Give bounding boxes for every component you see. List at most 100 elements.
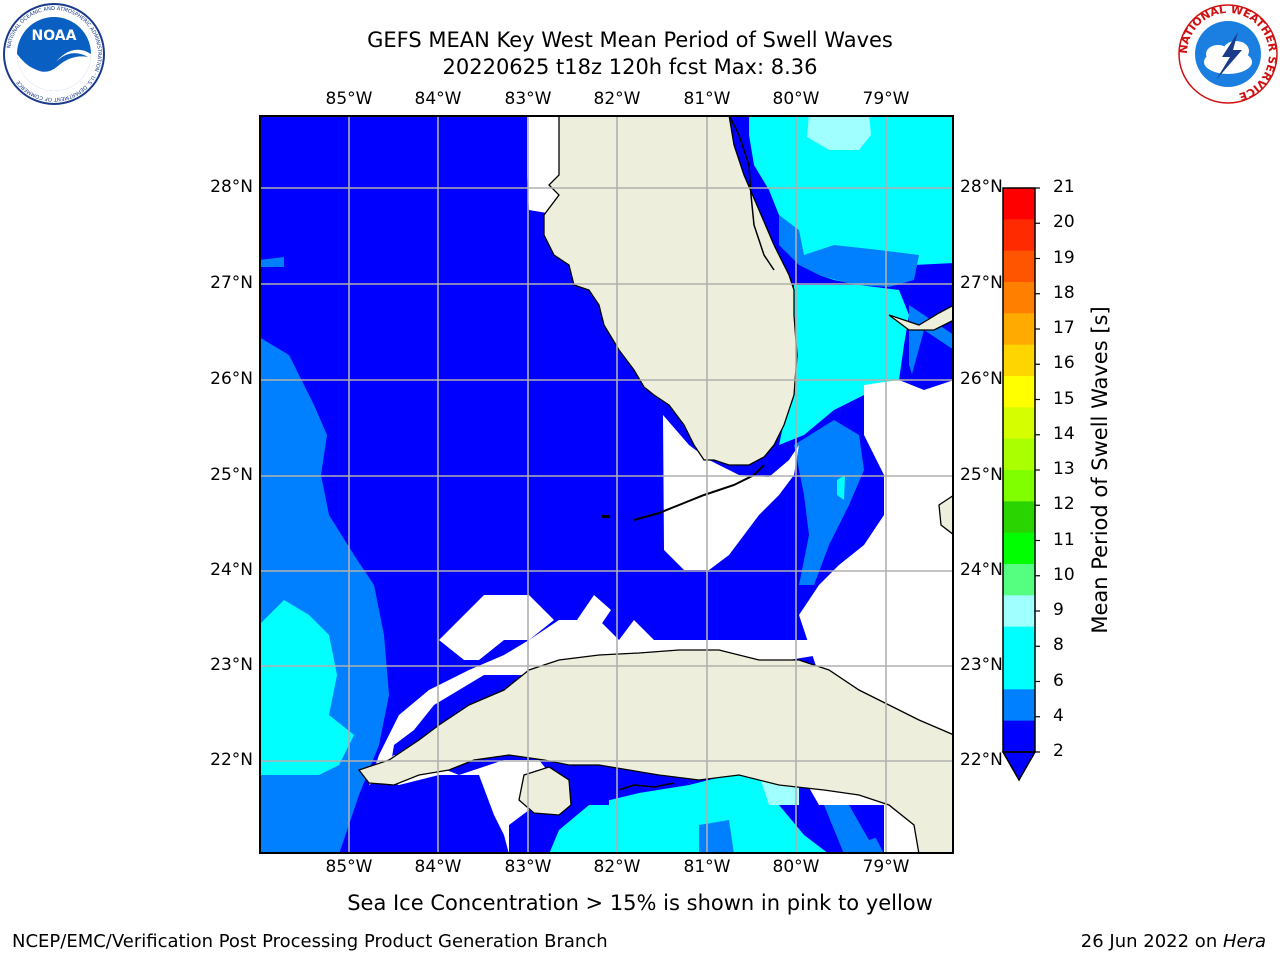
colorbar-tick-label: 12 (1053, 494, 1075, 515)
colorbar-cell (1003, 595, 1035, 628)
nodata-gulf-west-coast (527, 115, 559, 215)
period-6-8-spot (837, 475, 845, 500)
lat-label-left: 22°N (210, 750, 253, 770)
colorbar-title: Mean Period of Swell Waves [s] (1088, 306, 1112, 634)
lat-label-right: 22°N (960, 750, 1003, 770)
lat-label-left: 27°N (210, 273, 253, 293)
period-2-4-south-east (849, 805, 884, 840)
colorbar-tick-label: 2 (1053, 741, 1064, 761)
lat-label-left: 25°N (210, 465, 253, 485)
lat-label-right: 28°N (960, 177, 1003, 197)
lat-label-left: 28°N (210, 177, 253, 197)
period-4-6-south-east (824, 805, 884, 854)
chart-subtitle: 20220625 t18z 120h fcst Max: 8.36 (442, 55, 818, 79)
florida-land (543, 115, 798, 466)
colorbar-tick-label: 14 (1053, 423, 1075, 444)
lon-label-top: 79°W (862, 89, 910, 109)
colorbar-tick-label: 18 (1053, 282, 1075, 303)
andros-land (938, 494, 954, 536)
colorbar-cell (1003, 313, 1035, 346)
lat-label-left: 24°N (210, 560, 253, 580)
lon-label-bottom: 83°W (504, 857, 552, 877)
lat-label-right: 26°N (960, 369, 1003, 389)
lat-label-right: 25°N (960, 465, 1003, 485)
grand-bahama-land (888, 304, 954, 331)
lat-label-left: 26°N (210, 369, 253, 389)
colorbar-cell (1003, 689, 1035, 722)
period-6-8-area-mid (779, 285, 909, 445)
colorbar-cell (1003, 501, 1035, 534)
lon-label-bottom: 80°W (772, 857, 820, 877)
nodata-cuba-south (369, 755, 569, 854)
footer-host: Hera (1222, 931, 1266, 952)
colorbar-tick-label: 6 (1053, 670, 1064, 691)
nodata-cuba-north (369, 620, 819, 785)
cuba-land (357, 649, 954, 854)
colorbar-cell (1003, 532, 1035, 565)
lat-label-right: 27°N (960, 273, 1003, 293)
cays-line (618, 782, 675, 791)
lon-label-bottom: 85°W (325, 857, 373, 877)
florida-east-coast-line (728, 115, 775, 271)
lon-label-bottom: 79°W (862, 857, 910, 877)
period-4-6-east (779, 215, 919, 287)
colorbar-tick-label: 13 (1053, 459, 1075, 479)
period-8-9-area (807, 115, 871, 150)
map-grid (259, 115, 954, 854)
colorbar-cells (1003, 187, 1040, 753)
colorbar-cell (1003, 720, 1035, 753)
lon-label-top: 82°W (593, 89, 641, 109)
isla-juventud-land (518, 766, 572, 816)
colorbar-cell (1003, 470, 1035, 502)
map-frame (259, 115, 954, 854)
florida-keys-line (633, 464, 765, 521)
colorbar-tick-label: 4 (1053, 705, 1064, 726)
colorbar-tick-label: 9 (1053, 600, 1064, 620)
colorbar-frame (1002, 187, 1036, 753)
colorbar-tick-label: 17 (1053, 318, 1075, 338)
lat-label-right: 24°N (960, 560, 1003, 580)
lon-label-top: 84°W (414, 89, 462, 109)
chart-title: GEFS MEAN Key West Mean Period of Swell … (367, 28, 893, 52)
nws-logo-icon: NATIONAL WEATHER SERVICE (1177, 3, 1279, 104)
dry-tortugas (602, 515, 610, 518)
colorbar-extend-arrow (1001, 751, 1037, 782)
lat-label-right: 23°N (960, 655, 1003, 675)
noaa-logo-icon: NOAA NATIONAL OCEANIC AND ATMOSPHERIC AD… (3, 3, 105, 105)
colorbar-cell (1003, 658, 1035, 690)
colorbar-tick-label: 16 (1053, 353, 1075, 374)
colorbar-cell (1003, 626, 1035, 659)
swell-period-map[interactable] (259, 115, 954, 854)
colorbar-cell (1003, 282, 1035, 314)
colorbar-cell (1003, 564, 1035, 596)
period-2-4-south-patch (569, 783, 609, 805)
lon-label-top: 85°W (325, 89, 373, 109)
lat-label-left: 23°N (210, 655, 253, 675)
colorbar-cell (1003, 219, 1035, 252)
period-4-6-small (259, 257, 284, 267)
period-6-8-area-south (549, 770, 829, 854)
period-2-4-east-south (909, 330, 954, 400)
colorbar-cell (1003, 188, 1035, 220)
colorbar-tick-label: 10 (1053, 564, 1075, 585)
nodata-north-cuba-coast (439, 595, 554, 660)
colorbar-cell (1003, 438, 1035, 471)
period-4-6-straits (794, 420, 864, 585)
colorbar-cell (1003, 376, 1035, 408)
lon-label-bottom: 84°W (414, 857, 462, 877)
period-6-8-area-west (259, 600, 354, 775)
sea-ice-note: Sea Ice Concentration > 15% is shown in … (347, 891, 933, 915)
footer-date-text: 26 Jun 2022 on (1080, 931, 1223, 952)
colorbar-cell (1003, 344, 1035, 377)
noaa-logo-text: NOAA (32, 28, 77, 44)
colorbar-tick-label: 20 (1053, 212, 1075, 233)
lon-label-bottom: 82°W (593, 857, 641, 877)
lon-label-top: 80°W (772, 89, 820, 109)
nodata-florida-keys (663, 415, 799, 570)
lon-label-bottom: 81°W (683, 857, 731, 877)
colorbar-tick-label: 15 (1053, 388, 1075, 409)
period-4-6-south-patch (699, 820, 734, 854)
lon-label-top: 81°W (683, 89, 731, 109)
lon-label-top: 83°W (504, 89, 552, 109)
colorbar-tick-label: 21 (1053, 177, 1075, 197)
